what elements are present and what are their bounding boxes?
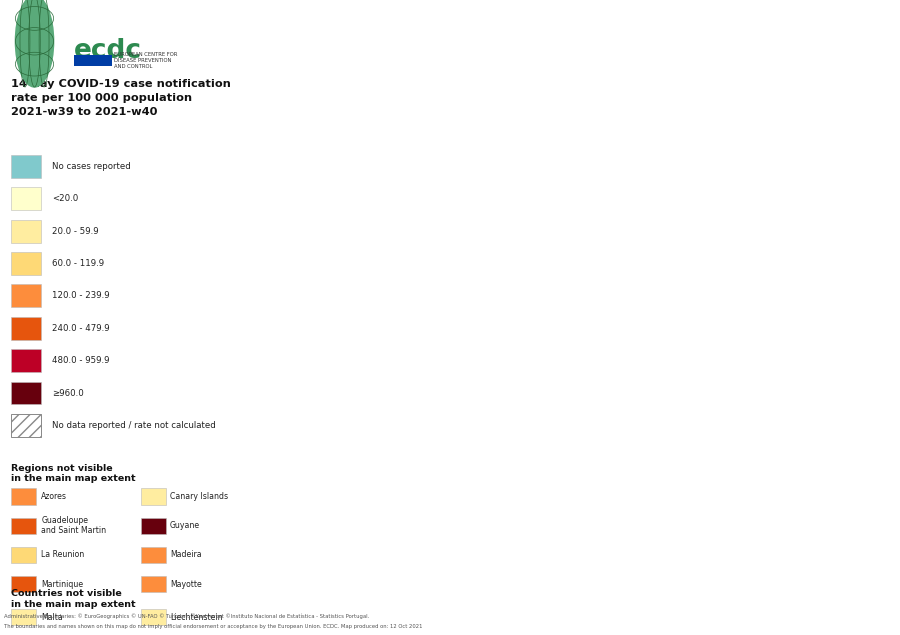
Text: ≥960.0: ≥960.0	[52, 389, 84, 398]
Text: Mayotte: Mayotte	[170, 580, 202, 589]
Text: 480.0 - 959.9: 480.0 - 959.9	[52, 356, 109, 365]
Text: No data reported / rate not calculated: No data reported / rate not calculated	[52, 421, 215, 430]
Text: Madeira: Madeira	[170, 551, 202, 559]
Text: Martinique: Martinique	[41, 580, 84, 589]
FancyBboxPatch shape	[11, 576, 36, 592]
Text: 14-day COVID-19 case notification
rate per 100 000 population
2021-w39 to 2021-w: 14-day COVID-19 case notification rate p…	[11, 79, 230, 117]
Text: 20.0 - 59.9: 20.0 - 59.9	[52, 227, 98, 236]
Text: Countries not visible
in the main map extent: Countries not visible in the main map ex…	[11, 589, 135, 609]
FancyBboxPatch shape	[11, 155, 41, 178]
FancyBboxPatch shape	[140, 518, 166, 534]
FancyBboxPatch shape	[11, 488, 36, 505]
FancyBboxPatch shape	[75, 55, 112, 66]
Text: Malta: Malta	[41, 613, 63, 622]
Text: 120.0 - 239.9: 120.0 - 239.9	[52, 291, 110, 300]
Text: Canary Islands: Canary Islands	[170, 492, 228, 501]
Circle shape	[15, 0, 54, 87]
Text: Liechtenstein: Liechtenstein	[170, 613, 222, 622]
FancyBboxPatch shape	[140, 576, 166, 592]
FancyBboxPatch shape	[11, 547, 36, 563]
Text: Guyane: Guyane	[170, 521, 200, 530]
FancyBboxPatch shape	[11, 317, 41, 340]
FancyBboxPatch shape	[140, 609, 166, 625]
Text: No cases reported: No cases reported	[52, 162, 130, 171]
FancyBboxPatch shape	[11, 220, 41, 243]
Text: Azores: Azores	[41, 492, 68, 501]
Text: La Reunion: La Reunion	[41, 551, 85, 559]
FancyBboxPatch shape	[11, 518, 36, 534]
Text: 240.0 - 479.9: 240.0 - 479.9	[52, 324, 110, 333]
FancyBboxPatch shape	[11, 349, 41, 372]
Text: Regions not visible
in the main map extent: Regions not visible in the main map exte…	[11, 464, 135, 483]
Text: ecdc: ecdc	[75, 38, 142, 64]
FancyBboxPatch shape	[11, 284, 41, 307]
Text: <20.0: <20.0	[52, 194, 78, 203]
FancyBboxPatch shape	[11, 252, 41, 275]
Text: EUROPEAN CENTRE FOR
DISEASE PREVENTION
AND CONTROL: EUROPEAN CENTRE FOR DISEASE PREVENTION A…	[114, 51, 177, 69]
FancyBboxPatch shape	[140, 547, 166, 563]
FancyBboxPatch shape	[140, 488, 166, 505]
FancyBboxPatch shape	[11, 187, 41, 210]
Text: Guadeloupe
and Saint Martin: Guadeloupe and Saint Martin	[41, 516, 106, 535]
Text: The boundaries and names shown on this map do not imply official endorsement or : The boundaries and names shown on this m…	[4, 624, 423, 629]
FancyBboxPatch shape	[11, 414, 41, 437]
FancyBboxPatch shape	[11, 609, 36, 625]
FancyBboxPatch shape	[11, 382, 41, 404]
Text: 60.0 - 119.9: 60.0 - 119.9	[52, 259, 104, 268]
Text: Administrative boundaries: © EuroGeographics © UN-FAO © Turkstat. ©Kartverket ©I: Administrative boundaries: © EuroGeograp…	[4, 613, 370, 619]
